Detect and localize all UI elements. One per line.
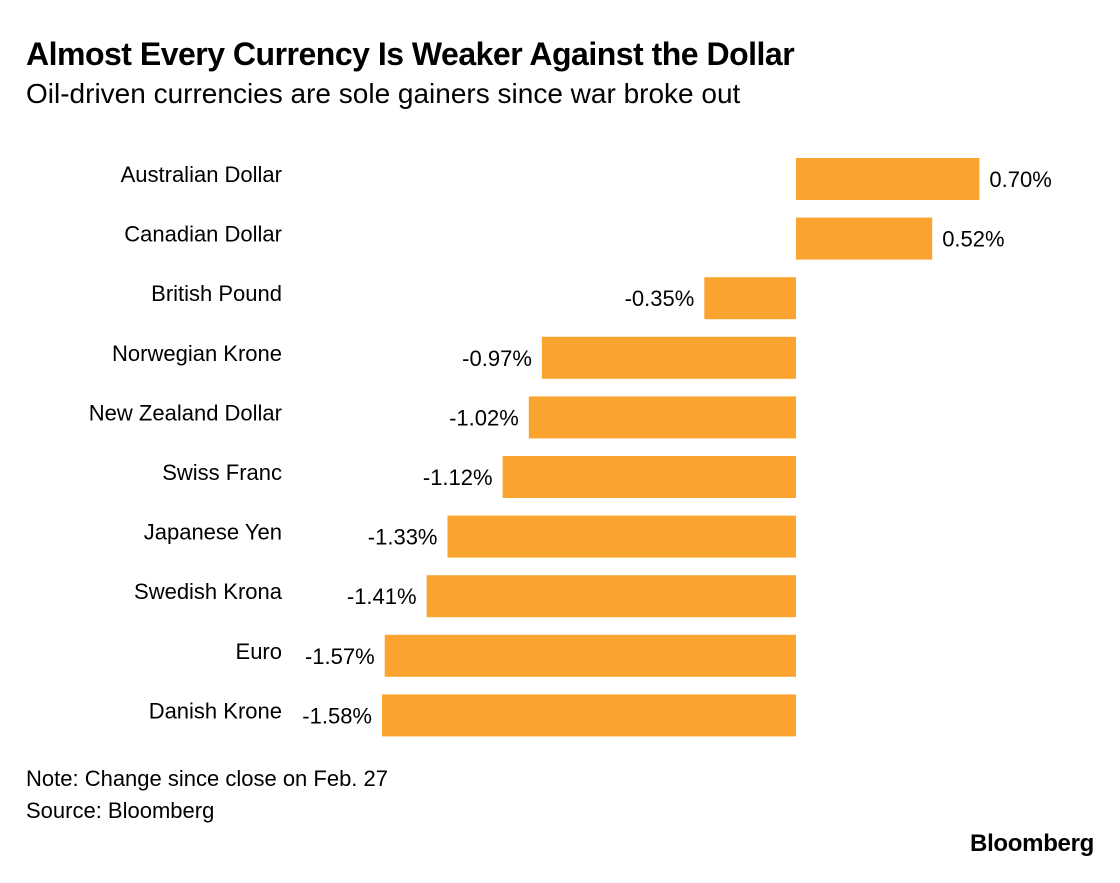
value-label: -1.12% (423, 465, 493, 490)
value-label: -1.41% (347, 584, 417, 609)
chart-title: Almost Every Currency Is Weaker Against … (26, 36, 795, 72)
category-label: Danish Krone (149, 698, 282, 723)
value-label: 0.70% (989, 167, 1051, 192)
value-label: -1.58% (302, 703, 372, 728)
category-label: Euro (236, 639, 282, 664)
bar (796, 158, 980, 200)
category-label: Swedish Krona (134, 579, 283, 604)
value-label: -0.35% (625, 286, 695, 311)
bar (447, 515, 796, 558)
value-label: -1.02% (449, 405, 519, 430)
category-label: Canadian Dollar (124, 222, 282, 247)
bloomberg-logo: Bloomberg (970, 830, 1094, 857)
category-label: New Zealand Dollar (89, 400, 282, 425)
bar (528, 396, 796, 439)
category-label: British Pound (151, 281, 282, 306)
bar (796, 217, 933, 260)
category-label: Japanese Yen (144, 520, 282, 545)
category-label: Swiss Franc (162, 460, 282, 485)
value-label: -1.57% (305, 644, 375, 669)
chart-subtitle: Oil-driven currencies are sole gainers s… (26, 78, 741, 109)
value-label: -0.97% (462, 346, 532, 371)
bar (541, 336, 796, 379)
chart-note: Note: Change since close on Feb. 27 (26, 766, 389, 791)
bar (382, 694, 796, 737)
category-label: Australian Dollar (121, 162, 282, 187)
category-label: Norwegian Krone (112, 341, 282, 366)
chart-source: Source: Bloomberg (26, 798, 215, 823)
bar (384, 634, 796, 677)
value-label: 0.52% (942, 227, 1004, 252)
value-label: -1.33% (368, 525, 438, 550)
bar (704, 277, 796, 320)
bar (502, 456, 796, 498)
bar (426, 575, 796, 618)
